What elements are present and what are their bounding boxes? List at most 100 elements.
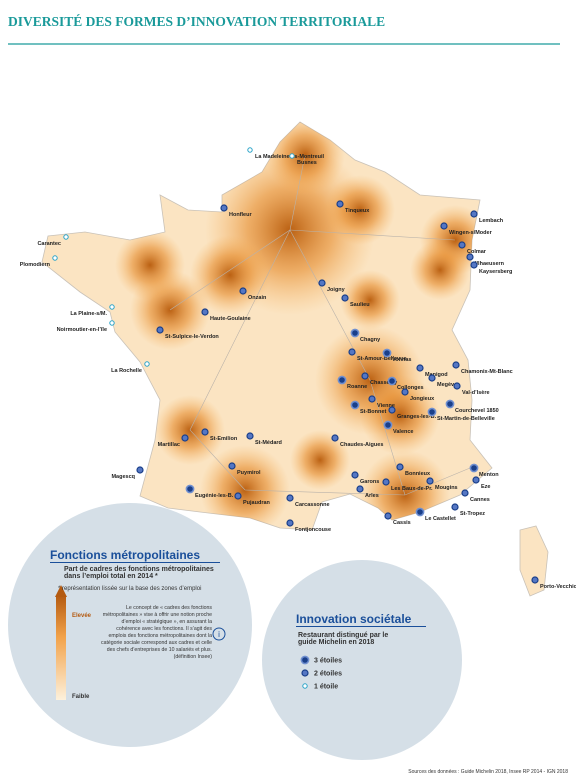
ramp-high: Elevée <box>72 613 92 619</box>
restaurant-marker <box>368 395 376 403</box>
restaurant-marker <box>318 279 326 287</box>
info-icon <box>212 627 226 641</box>
restaurant-marker <box>451 503 459 511</box>
restaurant-marker <box>466 253 474 261</box>
restaurant-marker <box>239 287 247 295</box>
corsica <box>519 525 549 597</box>
restaurant-marker <box>341 294 349 302</box>
place-label: Collonges <box>397 385 424 391</box>
restaurant-marker <box>428 374 436 382</box>
place-label: Mougins <box>435 485 458 491</box>
place-label: Magescq <box>111 474 135 480</box>
place-label: Courchevel 1850 <box>455 408 499 414</box>
restaurant-marker <box>337 375 347 385</box>
restaurant-marker <box>396 463 404 471</box>
source: Sources des données : Guide Michelin 201… <box>408 769 568 775</box>
place-label: Cassis <box>393 520 411 526</box>
place-label: Arles <box>365 493 379 499</box>
restaurant-marker <box>228 462 236 470</box>
place-label: Le Castellet <box>425 516 456 522</box>
restaurant-marker <box>388 406 396 414</box>
restaurant-marker <box>472 476 480 484</box>
place-label: Tinqueux <box>345 208 370 214</box>
place-label: Lembach <box>479 218 504 224</box>
place-label: St-Martin-de-Belleville <box>437 416 495 422</box>
place-label: St-Médard <box>255 440 282 446</box>
place-label: Chaudes-Aigues <box>340 442 383 448</box>
place-label: Chasselay <box>370 380 398 386</box>
place-label: Granges-les-B. <box>397 414 437 420</box>
place-label: St-Sulpice-le-Verdon <box>165 334 219 340</box>
legend-subtitle: Part de cadres des fonctions métropolita… <box>64 566 214 580</box>
info-icon: i <box>218 630 220 639</box>
place-label: Bonnieux <box>405 471 431 477</box>
restaurant-marker <box>348 348 356 356</box>
place-label: Carcassonne <box>295 502 330 508</box>
restaurant-marker <box>234 492 242 500</box>
restaurant-marker <box>427 407 437 417</box>
restaurant-marker <box>382 478 390 486</box>
restaurant-marker <box>63 234 69 240</box>
restaurant-marker <box>201 428 209 436</box>
restaurant-marker <box>247 147 253 153</box>
restaurant-marker <box>220 204 228 212</box>
restaurant-marker <box>336 200 344 208</box>
restaurant-marker <box>461 489 469 497</box>
roads <box>169 154 471 496</box>
place-label: Cannes <box>470 497 490 503</box>
restaurant-marker <box>416 364 424 372</box>
restaurant-marker <box>445 399 455 409</box>
restaurant-marker <box>531 576 539 584</box>
place-label: Vonnas <box>392 357 411 363</box>
restaurant-marker <box>426 477 434 485</box>
restaurant-marker <box>350 400 360 410</box>
ramp-low: Faible <box>72 694 90 700</box>
place-label: Eze <box>481 484 490 490</box>
place-label: Roanne <box>347 384 367 390</box>
restaurant-marker <box>453 382 461 390</box>
restaurant-marker <box>109 304 115 310</box>
place-label: Menton <box>479 472 499 478</box>
place-label: La Rochelle <box>111 368 142 374</box>
restaurant-marker <box>440 222 448 230</box>
ramp-arrow <box>55 585 67 597</box>
legend-subtitle: Restaurant distingué par le guide Michel… <box>298 632 389 646</box>
place-label: Honfleur <box>229 212 252 218</box>
restaurant-marker <box>383 420 393 430</box>
restaurant-marker <box>401 388 409 396</box>
restaurant-marker <box>361 372 369 380</box>
restaurant-marker <box>387 376 397 386</box>
legend-circle <box>8 503 252 747</box>
restaurant-marker <box>302 683 308 689</box>
legend-note: * représentation lissée sur la base des … <box>58 586 202 592</box>
place-label: Colmar <box>467 249 487 255</box>
restaurant-marker <box>52 255 58 261</box>
place-label: Jongieux <box>410 396 435 402</box>
restaurant-marker <box>201 308 209 316</box>
restaurant-marker <box>356 485 364 493</box>
restaurant-marker <box>470 261 478 269</box>
place-label: Haute-Goulaine <box>210 316 251 322</box>
restaurant-marker <box>301 669 309 677</box>
place-label: Busnes <box>297 160 317 166</box>
legend-title: Innovation sociétale <box>296 612 426 627</box>
place-label: Chagny <box>360 337 381 343</box>
restaurant-marker <box>469 463 479 473</box>
place-label: St-Amour-Bellevue <box>357 356 407 362</box>
place-label: Les Baux-de-Pr. <box>391 486 433 492</box>
place-label: Garons <box>360 479 379 485</box>
restaurant-marker <box>458 241 466 249</box>
restaurant-marker <box>415 507 425 517</box>
restaurant-marker <box>156 326 164 334</box>
restaurant-marker <box>181 434 189 442</box>
place-label: Saulieu <box>350 302 370 308</box>
restaurant-marker <box>246 432 254 440</box>
restaurant-marker <box>351 471 359 479</box>
legend-definition: Le concept de « cadres des fonctions mét… <box>100 605 212 661</box>
legend-label: 2 étoiles <box>314 671 342 678</box>
place-label: Puymirol <box>237 470 261 476</box>
restaurant-marker <box>144 361 150 367</box>
place-label: Chamonix-Mt-Blanc <box>461 369 513 375</box>
